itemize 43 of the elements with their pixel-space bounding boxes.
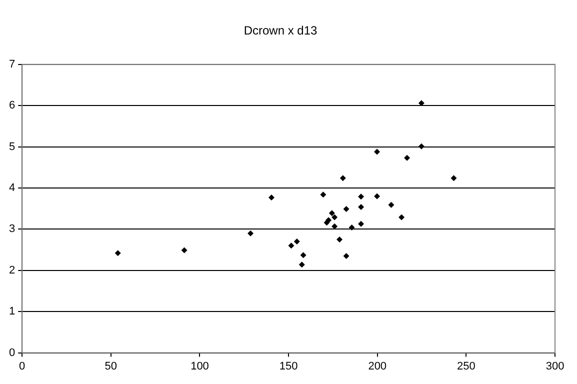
y-tick-label: 1 bbox=[8, 306, 16, 318]
point bbox=[336, 236, 343, 242]
point bbox=[343, 252, 350, 259]
point bbox=[248, 230, 254, 236]
point bbox=[181, 247, 188, 254]
y-tick-label: 0 bbox=[8, 346, 16, 359]
x-tick-label: 300 bbox=[546, 360, 564, 372]
point bbox=[404, 154, 410, 161]
y-tick-label: 4 bbox=[8, 182, 16, 194]
x-tick-label: 50 bbox=[104, 360, 118, 372]
point bbox=[340, 175, 346, 182]
x-tick-label: 0 bbox=[19, 360, 26, 372]
x-tick-label: 100 bbox=[190, 360, 209, 372]
point bbox=[328, 210, 335, 216]
y-tick-label: 5 bbox=[8, 140, 16, 153]
chart-title: Dcrown x d13 bbox=[244, 24, 318, 38]
y-tick-label: 6 bbox=[8, 100, 16, 112]
point bbox=[418, 100, 424, 106]
x-tick-label: 200 bbox=[368, 360, 387, 372]
point bbox=[358, 194, 364, 200]
point bbox=[450, 175, 457, 182]
point bbox=[374, 193, 380, 200]
x-tick-label: 250 bbox=[457, 360, 476, 372]
x-tick-label: 150 bbox=[279, 360, 298, 372]
point bbox=[268, 194, 275, 200]
point bbox=[348, 224, 355, 231]
point bbox=[300, 252, 306, 258]
point bbox=[332, 214, 338, 220]
point bbox=[294, 238, 300, 245]
point bbox=[114, 250, 121, 256]
point bbox=[298, 262, 305, 268]
point bbox=[388, 202, 394, 208]
point bbox=[358, 220, 364, 227]
point bbox=[398, 214, 405, 220]
y-tick-label: 7 bbox=[8, 58, 16, 70]
point bbox=[374, 148, 380, 155]
point bbox=[288, 242, 294, 249]
point bbox=[343, 206, 350, 212]
point bbox=[320, 192, 326, 198]
y-tick-label: 3 bbox=[8, 223, 16, 236]
point bbox=[418, 143, 424, 150]
y-tick-label: 2 bbox=[8, 264, 16, 276]
point bbox=[358, 204, 364, 210]
